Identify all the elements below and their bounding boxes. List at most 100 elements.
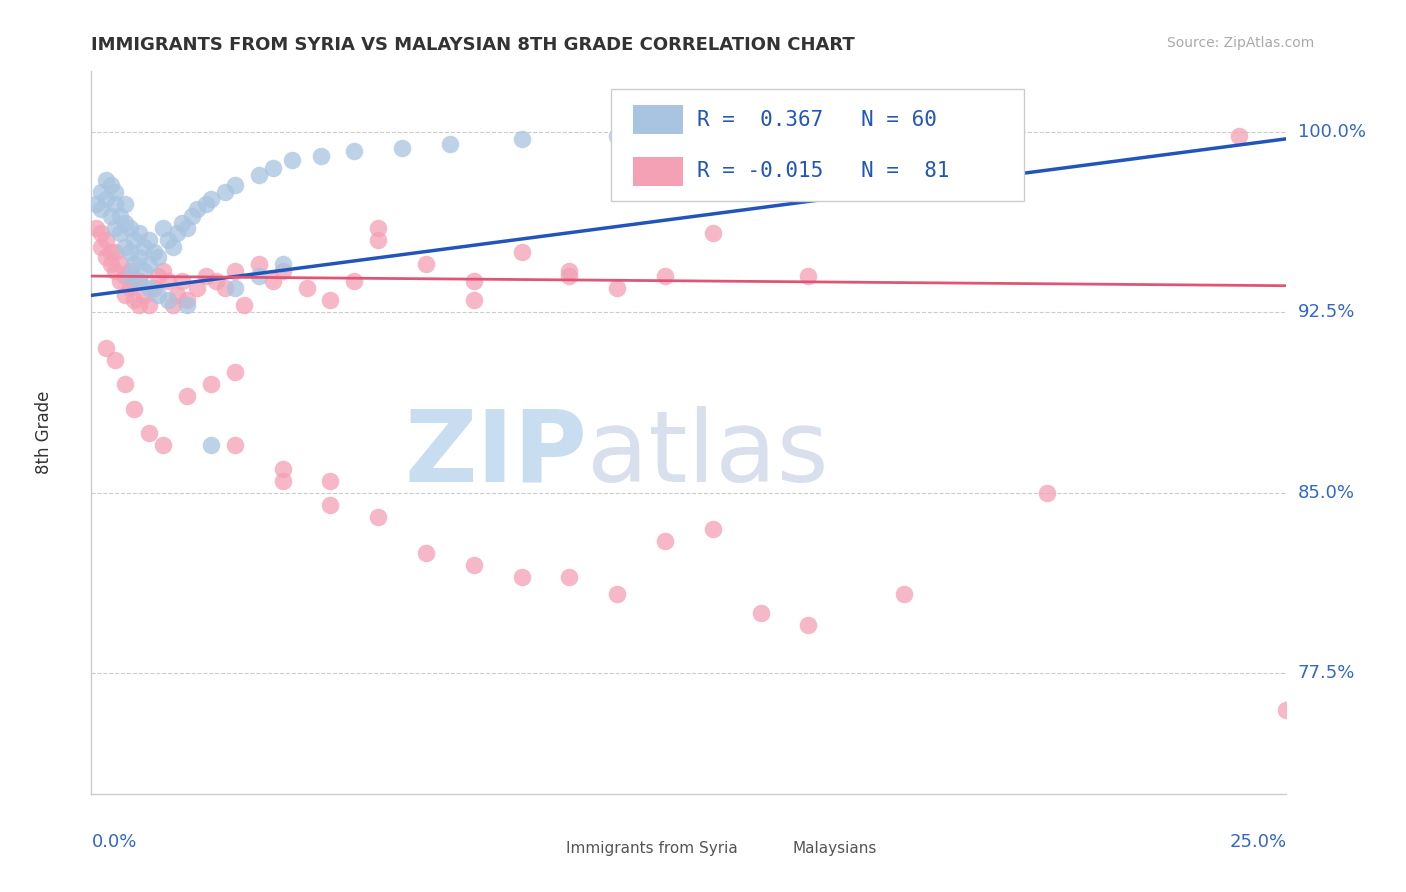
- FancyBboxPatch shape: [633, 105, 683, 134]
- Point: [138, 298, 160, 312]
- Point: [224, 264, 246, 278]
- Point: [271, 461, 294, 475]
- Text: Source: ZipAtlas.com: Source: ZipAtlas.com: [1167, 36, 1315, 50]
- Point: [114, 240, 136, 254]
- Point: [176, 298, 198, 312]
- Point: [128, 226, 150, 240]
- FancyBboxPatch shape: [516, 840, 551, 856]
- Point: [124, 274, 146, 288]
- Point: [415, 546, 437, 560]
- Point: [224, 437, 246, 451]
- Point: [200, 437, 222, 451]
- Point: [114, 269, 136, 284]
- Point: [132, 264, 155, 278]
- Point: [118, 244, 141, 259]
- Point: [463, 293, 485, 307]
- Point: [463, 274, 485, 288]
- Point: [90, 226, 112, 240]
- Point: [90, 202, 112, 216]
- Point: [1275, 702, 1298, 716]
- Point: [319, 474, 342, 488]
- Point: [200, 377, 222, 392]
- Point: [702, 226, 724, 240]
- Point: [510, 132, 533, 146]
- Point: [128, 298, 150, 312]
- Point: [118, 264, 141, 278]
- Point: [271, 257, 294, 271]
- Point: [606, 129, 628, 144]
- Point: [148, 269, 170, 284]
- Text: IMMIGRANTS FROM SYRIA VS MALAYSIAN 8TH GRADE CORRELATION CHART: IMMIGRANTS FROM SYRIA VS MALAYSIAN 8TH G…: [91, 36, 855, 54]
- Point: [142, 281, 165, 295]
- Point: [195, 269, 218, 284]
- Point: [124, 233, 146, 247]
- Point: [94, 250, 117, 264]
- Point: [262, 274, 284, 288]
- Point: [391, 141, 413, 155]
- Point: [90, 185, 112, 199]
- Point: [104, 185, 127, 199]
- Point: [200, 192, 222, 206]
- Point: [1227, 129, 1250, 144]
- Point: [224, 281, 246, 295]
- Point: [558, 570, 581, 584]
- Point: [148, 250, 170, 264]
- Point: [797, 618, 820, 632]
- Point: [132, 288, 155, 302]
- Point: [100, 209, 122, 223]
- Text: atlas: atlas: [588, 406, 830, 503]
- Point: [558, 269, 581, 284]
- Point: [108, 257, 131, 271]
- Point: [343, 144, 366, 158]
- Point: [510, 570, 533, 584]
- Point: [104, 264, 127, 278]
- Point: [749, 127, 772, 141]
- Point: [100, 178, 122, 192]
- Point: [104, 353, 127, 368]
- Point: [262, 161, 284, 175]
- Point: [84, 220, 107, 235]
- Point: [271, 474, 294, 488]
- Text: R = -0.015   N =  81: R = -0.015 N = 81: [697, 161, 950, 181]
- Point: [176, 293, 198, 307]
- Point: [100, 244, 122, 259]
- Point: [439, 136, 461, 151]
- Text: 77.5%: 77.5%: [1298, 665, 1355, 682]
- Point: [749, 606, 772, 620]
- Point: [309, 148, 332, 162]
- Point: [180, 209, 202, 223]
- Point: [138, 257, 160, 271]
- Point: [367, 220, 389, 235]
- Point: [463, 558, 485, 573]
- Text: Immigrants from Syria: Immigrants from Syria: [565, 840, 738, 855]
- FancyBboxPatch shape: [633, 157, 683, 186]
- Text: 25.0%: 25.0%: [1229, 833, 1286, 851]
- Point: [797, 269, 820, 284]
- Point: [319, 498, 342, 512]
- Point: [124, 293, 146, 307]
- Point: [654, 533, 676, 548]
- Point: [94, 233, 117, 247]
- Point: [186, 202, 208, 216]
- Point: [138, 281, 160, 295]
- Point: [104, 220, 127, 235]
- Point: [114, 216, 136, 230]
- Point: [124, 257, 146, 271]
- Point: [195, 196, 218, 211]
- Point: [271, 264, 294, 278]
- Point: [415, 257, 437, 271]
- Point: [295, 281, 318, 295]
- Point: [132, 240, 155, 254]
- Text: ZIP: ZIP: [405, 406, 588, 503]
- Point: [233, 298, 256, 312]
- Point: [128, 250, 150, 264]
- Point: [100, 257, 122, 271]
- Point: [176, 220, 198, 235]
- Point: [94, 192, 117, 206]
- Point: [104, 244, 127, 259]
- Point: [281, 153, 304, 168]
- Point: [156, 233, 179, 247]
- Point: [214, 281, 236, 295]
- Point: [204, 274, 226, 288]
- Point: [172, 274, 194, 288]
